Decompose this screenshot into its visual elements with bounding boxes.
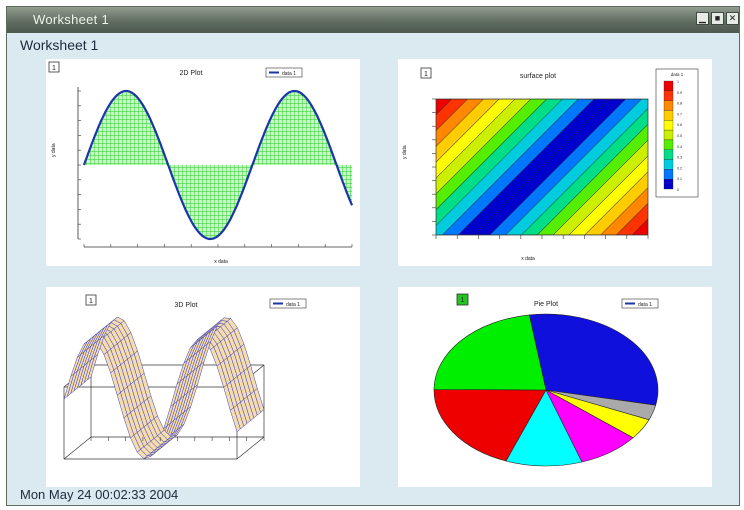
chart-index-label: 1 [89, 298, 93, 305]
chart-index-box[interactable] [456, 293, 469, 306]
chart-panel-2d[interactable]: 1 2D Plot data 1 y data x data [46, 59, 360, 266]
legend-box [269, 298, 307, 309]
contour-band [489, 99, 642, 235]
box-edge [63, 436, 92, 460]
contour-band [505, 99, 648, 235]
colorbar-swatch [663, 90, 674, 101]
contour-band [616, 203, 648, 235]
chart-index-box[interactable] [48, 61, 60, 73]
contour-band [436, 99, 579, 235]
colorbar-label: 0.1 [677, 177, 682, 181]
y-axis-label: y data [402, 145, 408, 159]
surface-cell [253, 387, 265, 413]
pie-slice [433, 389, 547, 462]
colorbar-label: 0.6 [677, 123, 682, 127]
chart-index-label: 1 [52, 65, 56, 72]
y-axis-label: y data [51, 143, 57, 157]
chart-title: 3D Plot [175, 302, 198, 309]
box-edge [236, 436, 265, 460]
colorbar-swatch [663, 129, 674, 141]
surface-bands [436, 99, 648, 235]
close-icon[interactable]: ✕ [726, 12, 739, 25]
chart-panel-3d[interactable]: 1 3D Plot data 1 [46, 287, 360, 487]
x-axis-label: x data [214, 259, 228, 265]
colorbar-swatch [663, 80, 674, 91]
colorbar-swatch [663, 159, 674, 170]
worksheet-window: Worksheet 1 ▁ ■ ✕ Worksheet 1 1 2D Plot … [6, 6, 740, 506]
colorbar-swatch [663, 100, 674, 111]
colorbar-label: 0 [677, 188, 679, 192]
legend-label: data 1 [638, 302, 652, 308]
chart-title: Pie Plot [534, 301, 558, 308]
pie-slice [505, 389, 583, 467]
chart-title: surface plot [520, 73, 556, 80]
contour-band [521, 108, 648, 235]
colorbar-swatch [663, 110, 674, 121]
colorbar-swatch [663, 169, 674, 180]
colorbar-box [655, 68, 699, 198]
colorbar-label: 0.5 [677, 134, 682, 138]
chart-surface-svg: 1 surface plot y data x data data 1 1 0.9… [402, 67, 699, 262]
chart-index-label: 1 [424, 71, 428, 78]
colorbar-label: 0.9 [677, 91, 682, 95]
contour-band [457, 99, 611, 235]
window-title: Worksheet 1 [33, 12, 110, 27]
pie-slice [528, 313, 659, 406]
chart-pie-svg: 1 Pie Plot data 1 [433, 293, 659, 467]
colorbar-label: 1 [677, 80, 679, 84]
colorbar-swatch [663, 120, 674, 131]
colorbar-label: 0.2 [677, 166, 682, 170]
chart-3d-svg: 1 3D Plot data 1 [63, 294, 307, 460]
worksheet-heading: Worksheet 1 [20, 37, 99, 53]
contour-band [442, 99, 595, 235]
chart-panel-pie[interactable]: 1 Pie Plot data 1 [398, 287, 712, 487]
area-fill [84, 91, 352, 239]
contour-band [552, 139, 648, 235]
contour-band [600, 187, 648, 235]
contour-band [473, 99, 627, 235]
colorbar-label: 0.3 [677, 156, 682, 160]
colorbar-title: data 1 [671, 72, 684, 77]
contour-band [536, 123, 648, 235]
maximize-icon[interactable]: ■ [711, 12, 724, 25]
legend-box [265, 67, 303, 78]
window-titlebar[interactable]: Worksheet 1 ▁ ■ ✕ [7, 7, 739, 33]
chart-2d-svg: 1 2D Plot data 1 y data x data [48, 61, 354, 265]
worksheet-timestamp: Mon May 24 00:02:33 2004 [20, 487, 179, 502]
colorbar-swatch [663, 149, 674, 160]
pie-slice [433, 314, 547, 391]
chart-panel-surface[interactable]: 1 surface plot y data x data data 1 1 0.9… [398, 59, 712, 266]
x-axis-label: x data [521, 256, 535, 262]
contour-band [436, 99, 468, 131]
contour-band [436, 99, 500, 163]
chart-index-box[interactable] [420, 67, 432, 79]
minimize-icon[interactable]: ▁ [696, 12, 709, 25]
contour-band [631, 218, 648, 235]
colorbar-label: 0.4 [677, 145, 682, 149]
colorbar-swatch [663, 179, 674, 190]
legend-label: data 1 [286, 302, 300, 308]
contour-band [436, 99, 516, 179]
legend-box [621, 298, 659, 309]
colorbar-label: 0.8 [677, 102, 682, 106]
colorbar-swatch [663, 139, 674, 150]
chart-index-box[interactable] [85, 294, 97, 306]
contour-band [436, 99, 453, 116]
chart-index-label: 1 [461, 297, 465, 304]
colorbar-label: 0.7 [677, 112, 682, 116]
legend-label: data 1 [282, 71, 296, 77]
chart-title: 2D Plot [180, 70, 203, 77]
